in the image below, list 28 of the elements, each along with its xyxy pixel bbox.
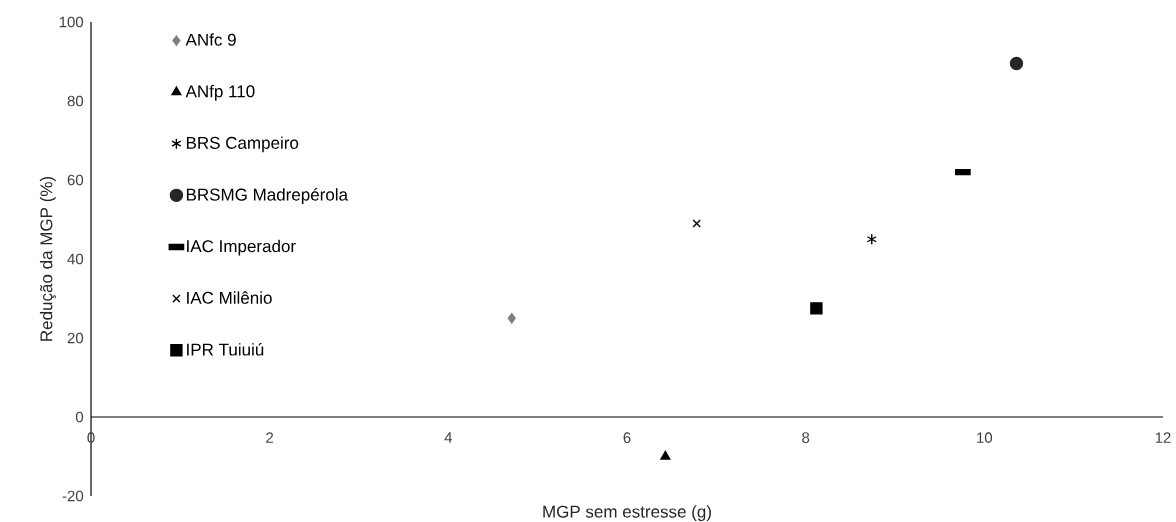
legend-label: ANfp 110 (185, 84, 255, 101)
x-tick-label: 10 (977, 432, 993, 443)
legend-label: ANfc 9 (185, 33, 236, 46)
point (692, 219, 701, 228)
x-tick-label: 12 (1155, 432, 1171, 443)
legend-label: IAC Milênio (187, 291, 272, 304)
point (507, 313, 516, 324)
y-axis-title: Redução da MGP (%) (39, 176, 56, 341)
point (660, 450, 671, 460)
legend-label: IAC Imperador (187, 239, 296, 256)
x-tick-label: 6 (623, 432, 631, 443)
y-tick-label: 0 (75, 411, 84, 423)
y-tick-label: 60 (67, 174, 84, 186)
legend-label: IPR Tuiuiú (187, 342, 264, 356)
x-tick-label: 2 (266, 432, 274, 443)
x-tick-label: 8 (802, 432, 810, 443)
y-tick-label: 80 (67, 95, 84, 107)
y-tick-label: -20 (62, 490, 84, 502)
y-tick-label: 40 (67, 253, 84, 265)
point (1009, 56, 1024, 71)
legend-label: BRS Campeiro (186, 136, 299, 153)
y-tick-label: 20 (67, 332, 84, 344)
x-axis-title: MGP sem estresse (g) (543, 505, 711, 522)
x-tick-label: 4 (444, 432, 453, 443)
point (810, 302, 823, 315)
y-tick-label: 100 (59, 16, 84, 28)
point (866, 233, 877, 245)
legend-label: BRSMG Madrepérola (186, 187, 349, 205)
